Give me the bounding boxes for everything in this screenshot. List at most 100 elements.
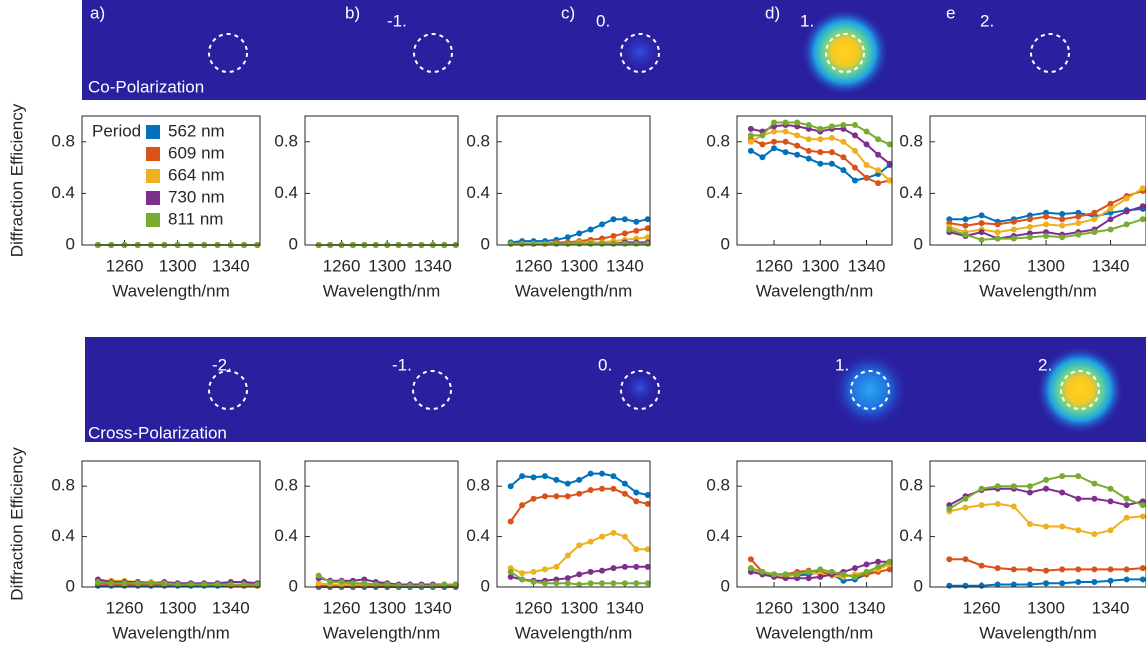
chart: 00.40.8126013001340Wavelength/nm bbox=[899, 461, 1146, 642]
data-point bbox=[1027, 216, 1033, 222]
data-point bbox=[1091, 216, 1097, 222]
data-point bbox=[840, 122, 846, 128]
image-label: d) bbox=[765, 3, 780, 22]
data-point bbox=[610, 565, 616, 571]
data-point bbox=[1075, 220, 1081, 226]
y-tick-label: 0.8 bbox=[51, 476, 75, 495]
chart: 00.40.8126013001340Wavelength/nmDiffract… bbox=[7, 103, 260, 300]
data-point bbox=[599, 534, 605, 540]
data-point bbox=[771, 139, 777, 145]
image-label: a) bbox=[90, 3, 105, 22]
data-point bbox=[946, 556, 952, 562]
data-point bbox=[622, 534, 628, 540]
data-point bbox=[1059, 490, 1065, 496]
data-point bbox=[588, 241, 594, 247]
data-point bbox=[599, 568, 605, 574]
data-point bbox=[135, 580, 141, 586]
image-label: 1. bbox=[835, 355, 849, 374]
y-tick-label: 0.8 bbox=[51, 131, 75, 150]
data-point bbox=[1140, 185, 1146, 191]
y-axis-label: Diffraction Efficiency bbox=[7, 103, 26, 257]
y-tick-label: 0.8 bbox=[274, 476, 298, 495]
data-point bbox=[1043, 233, 1049, 239]
data-point bbox=[1059, 473, 1065, 479]
data-point bbox=[771, 119, 777, 125]
data-point bbox=[553, 564, 559, 570]
data-point bbox=[1075, 579, 1081, 585]
data-point bbox=[962, 216, 968, 222]
data-point bbox=[565, 553, 571, 559]
y-tick-label: 0.4 bbox=[466, 526, 490, 545]
data-point bbox=[1011, 219, 1017, 225]
data-point bbox=[576, 230, 582, 236]
data-point bbox=[1027, 521, 1033, 527]
data-point bbox=[633, 490, 639, 496]
data-point bbox=[1108, 566, 1114, 572]
data-point bbox=[1091, 579, 1097, 585]
data-point bbox=[531, 496, 537, 502]
y-tick-label: 0.4 bbox=[706, 526, 730, 545]
x-axis-label: Wavelength/nm bbox=[979, 281, 1096, 300]
data-point bbox=[1011, 503, 1017, 509]
data-point bbox=[962, 505, 968, 511]
x-tick-label: 1340 bbox=[414, 256, 452, 275]
y-tick-label: 0.4 bbox=[899, 526, 923, 545]
figure: a)b)-1.c)0.d)1.e2.Co-Polarization-2.-1.0… bbox=[0, 0, 1146, 650]
data-point bbox=[794, 152, 800, 158]
data-point bbox=[875, 564, 881, 570]
x-tick-label: 1260 bbox=[323, 256, 361, 275]
chart: 00.40.8126013001340Wavelength/nm bbox=[466, 461, 650, 642]
data-point bbox=[622, 230, 628, 236]
data-point bbox=[633, 546, 639, 552]
data-point bbox=[817, 161, 823, 167]
x-axis-label: Wavelength/nm bbox=[323, 623, 440, 642]
data-point bbox=[840, 167, 846, 173]
y-tick-label: 0.4 bbox=[51, 526, 75, 545]
data-point bbox=[1043, 221, 1049, 227]
x-tick-label: 1260 bbox=[106, 256, 144, 275]
data-point bbox=[148, 580, 154, 586]
data-point bbox=[946, 506, 952, 512]
image-background bbox=[85, 337, 1146, 442]
data-point bbox=[1075, 527, 1081, 533]
data-point bbox=[1011, 566, 1017, 572]
y-tick-label: 0.8 bbox=[706, 131, 730, 150]
x-axis-label: Wavelength/nm bbox=[515, 281, 632, 300]
x-tick-label: 1260 bbox=[323, 598, 361, 617]
x-axis-label: Wavelength/nm bbox=[756, 281, 873, 300]
legend-swatch bbox=[146, 169, 160, 183]
image-label: 0. bbox=[596, 11, 610, 30]
data-point bbox=[1091, 566, 1097, 572]
data-point bbox=[979, 220, 985, 226]
data-point bbox=[588, 471, 594, 477]
y-tick-label: 0 bbox=[289, 576, 298, 595]
data-point bbox=[794, 143, 800, 149]
x-tick-label: 1260 bbox=[963, 256, 1001, 275]
x-tick-label: 1260 bbox=[106, 598, 144, 617]
x-tick-label: 1300 bbox=[1027, 598, 1065, 617]
data-point bbox=[1011, 483, 1017, 489]
data-point bbox=[1108, 216, 1114, 222]
data-point bbox=[1140, 216, 1146, 222]
plot-area bbox=[305, 461, 458, 587]
data-point bbox=[1091, 229, 1097, 235]
data-point bbox=[962, 223, 968, 229]
legend-label: 664 nm bbox=[168, 165, 225, 184]
data-point bbox=[829, 569, 835, 575]
data-point bbox=[864, 141, 870, 147]
data-point bbox=[519, 576, 525, 582]
data-point bbox=[1043, 524, 1049, 530]
legend-label: 609 nm bbox=[168, 143, 225, 162]
data-point bbox=[542, 493, 548, 499]
data-point bbox=[588, 487, 594, 493]
data-point bbox=[1043, 486, 1049, 492]
data-point bbox=[531, 569, 537, 575]
data-point bbox=[599, 221, 605, 227]
data-point bbox=[864, 561, 870, 567]
data-point bbox=[1075, 566, 1081, 572]
data-point bbox=[852, 148, 858, 154]
spot bbox=[801, 8, 889, 96]
data-point bbox=[962, 583, 968, 589]
x-axis-label: Wavelength/nm bbox=[323, 281, 440, 300]
